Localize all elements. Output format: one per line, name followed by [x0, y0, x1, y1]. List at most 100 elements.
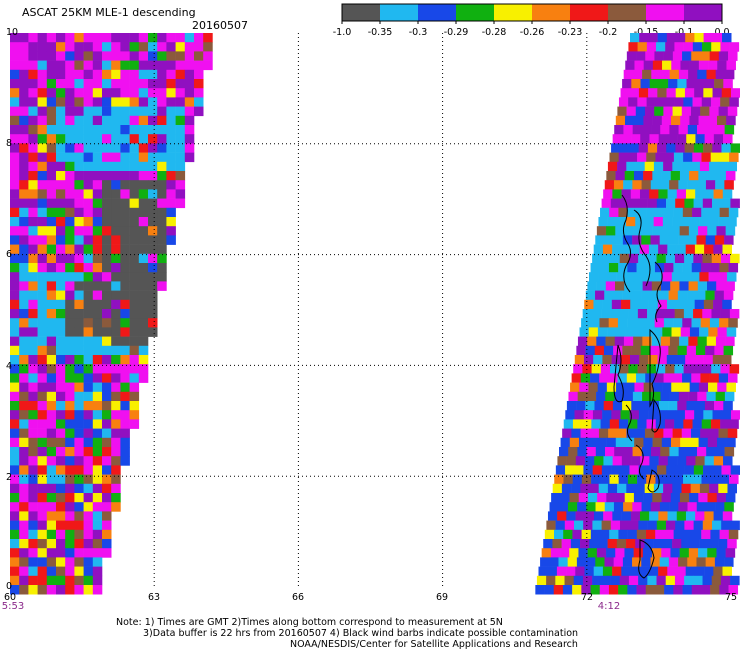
data-cell — [546, 575, 556, 586]
data-cell — [601, 575, 611, 586]
data-cell — [610, 575, 621, 586]
data-cell — [705, 180, 716, 190]
data-cell — [37, 474, 48, 485]
data-cell — [631, 401, 641, 411]
data-cell — [627, 152, 638, 163]
data-cell — [120, 42, 130, 52]
data-cell — [138, 125, 149, 135]
data-cell — [593, 244, 604, 255]
data-cell — [138, 299, 149, 310]
data-cell — [74, 539, 84, 549]
data-cell — [700, 263, 711, 273]
data-cell — [166, 42, 176, 52]
data-cell — [37, 437, 48, 448]
data-cell — [632, 180, 642, 190]
data-cell — [56, 207, 66, 218]
data-cell — [719, 263, 729, 273]
data-cell — [10, 437, 20, 448]
data-cell — [138, 171, 149, 181]
data-cell — [65, 401, 75, 411]
data-cell — [729, 152, 739, 163]
data-cell — [659, 290, 669, 301]
data-cell — [696, 235, 706, 245]
data-cell — [602, 566, 613, 577]
data-cell — [561, 539, 572, 549]
data-cell — [633, 226, 644, 236]
data-cell — [37, 309, 48, 319]
data-cell — [684, 410, 695, 420]
data-cell — [714, 345, 724, 356]
data-cell — [611, 299, 622, 310]
data-cell — [10, 226, 20, 236]
data-cell — [166, 235, 176, 245]
data-cell — [595, 235, 605, 245]
data-cell — [83, 585, 94, 595]
data-cell — [639, 511, 650, 521]
data-cell — [46, 171, 57, 181]
data-cell — [580, 373, 591, 383]
data-cell — [647, 253, 657, 264]
data-cell — [637, 364, 648, 374]
data-cell — [697, 336, 708, 347]
data-cell — [639, 189, 650, 199]
data-cell — [674, 42, 684, 52]
data-cell — [550, 548, 561, 558]
data-cell — [10, 235, 20, 245]
data-cell — [694, 410, 704, 420]
data-cell — [37, 447, 48, 457]
data-cell — [166, 198, 176, 209]
data-cell — [83, 309, 94, 319]
data-cell — [92, 548, 103, 558]
data-cell — [83, 345, 94, 356]
data-cell — [120, 428, 130, 439]
data-cell — [175, 60, 186, 71]
data-cell — [582, 309, 593, 319]
data-cell — [597, 382, 608, 393]
data-cell — [37, 235, 48, 245]
data-cell — [19, 226, 29, 236]
data-cell — [718, 51, 729, 61]
data-cell — [679, 336, 689, 347]
data-cell — [65, 290, 75, 301]
data-cell — [65, 207, 75, 218]
data-cell — [565, 410, 575, 420]
data-cell — [65, 447, 75, 457]
data-cell — [83, 410, 94, 420]
data-cell — [590, 529, 601, 540]
data-cell — [623, 125, 633, 135]
data-cell — [633, 336, 643, 347]
data-cell — [676, 189, 687, 199]
data-cell — [649, 511, 659, 521]
data-cell — [46, 161, 57, 172]
data-cell — [628, 309, 639, 319]
data-cell — [656, 520, 667, 531]
data-cell — [641, 447, 652, 457]
data-cell — [662, 60, 672, 71]
data-cell — [92, 115, 103, 126]
data-cell — [696, 290, 706, 301]
data-cell — [129, 281, 140, 291]
data-cell — [46, 180, 57, 190]
data-cell — [102, 309, 112, 319]
data-cell — [83, 465, 94, 475]
data-cell — [703, 355, 714, 365]
data-cell — [56, 253, 66, 264]
data-cell — [28, 437, 38, 448]
data-cell — [653, 539, 664, 549]
data-cell — [19, 382, 29, 393]
data-cell — [19, 493, 29, 503]
data-cell — [28, 309, 38, 319]
data-cell — [656, 42, 666, 52]
data-cell — [37, 143, 48, 153]
data-cell — [634, 60, 644, 71]
data-cell — [138, 161, 149, 172]
data-cell — [667, 566, 677, 577]
y-tick-label: 6 — [6, 249, 13, 260]
data-cell — [74, 299, 84, 310]
data-cell — [669, 180, 679, 190]
data-cell — [129, 345, 140, 356]
data-cell — [74, 60, 84, 71]
data-cell — [653, 272, 663, 282]
data-cell — [597, 437, 607, 448]
data-cell — [554, 474, 564, 485]
